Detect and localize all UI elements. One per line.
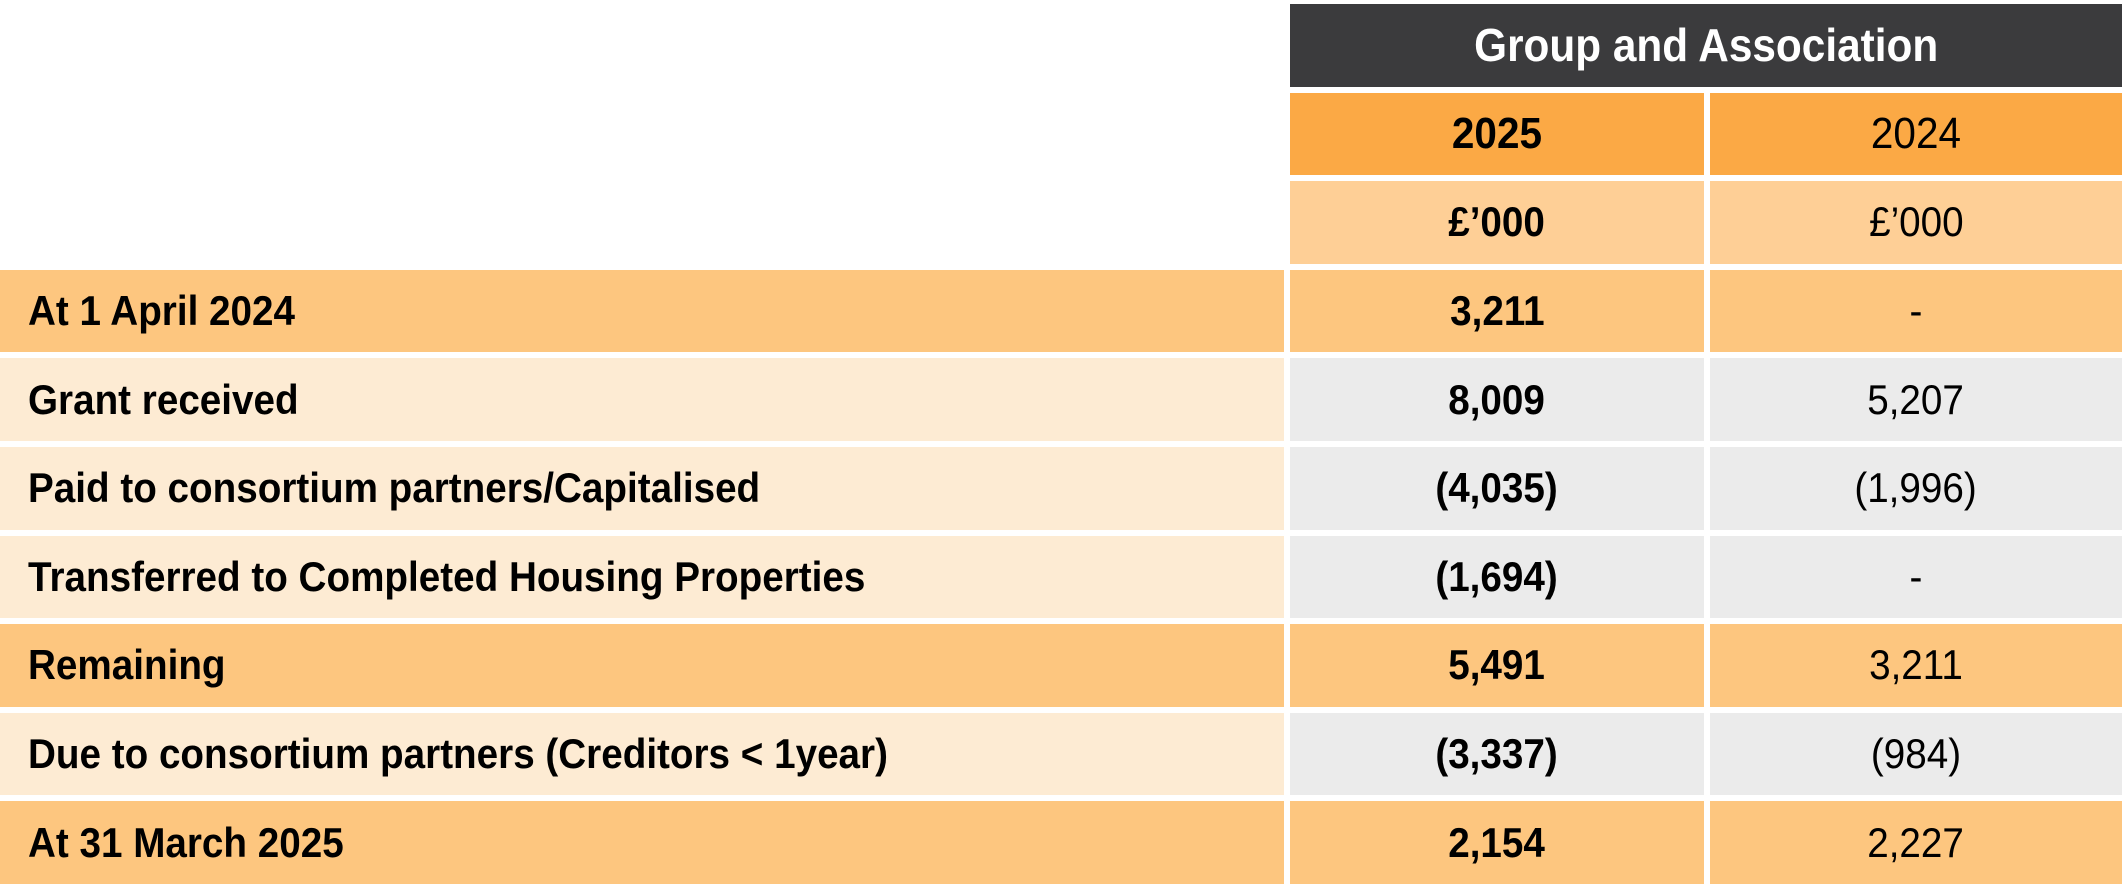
value-2025-paid-to-consortium-partners: (4,035) (1290, 446, 1704, 530)
value-2024-remaining: 3,211 (1710, 624, 2122, 707)
table-title: Group and Association (1474, 19, 1938, 72)
value-2024-at-1-april-2024: - (1710, 269, 2122, 353)
value-text: (4,035) (1435, 464, 1559, 512)
row-label-transferred-to-completed-housing: Transferred to Completed Housing Propert… (0, 535, 1284, 619)
row-label-at-1-april-2024: At 1 April 2024 (0, 269, 1284, 353)
value-text: 2,154 (1448, 818, 1546, 866)
unit-2024-label: £’000 (1868, 198, 1964, 246)
value-text: (3,337) (1435, 730, 1559, 778)
row-label-paid-to-consortium-partners: Paid to consortium partners/Capitalised (0, 446, 1284, 530)
value-text: 5,207 (1867, 375, 1965, 423)
table-title-cell: Group and Association (1290, 4, 2122, 87)
value-text: - (1909, 552, 1923, 600)
unit-header-2024: £’000 (1710, 181, 2122, 264)
value-text: 3,211 (1449, 287, 1545, 335)
value-2024-due-to-consortium-partners: (984) (1710, 712, 2122, 796)
year-2025-label: 2025 (1451, 108, 1543, 158)
row-label-at-31-march-2025: At 31 March 2025 (0, 801, 1284, 884)
column-header-2025: 2025 (1290, 92, 1704, 176)
value-text: (1,996) (1854, 464, 1978, 512)
value-text: 3,211 (1869, 641, 1963, 689)
row-label-remaining: Remaining (0, 624, 1284, 707)
year-2024-label: 2024 (1870, 108, 1962, 158)
value-2025-at-31-march-2025: 2,154 (1290, 801, 1704, 884)
unit-2025-label: £’000 (1448, 198, 1546, 246)
row-label-text: At 1 April 2024 (28, 287, 296, 335)
unit-row-spacer (0, 181, 1284, 264)
value-2025-grant-received: 8,009 (1290, 358, 1704, 441)
row-label-grant-received: Grant received (0, 358, 1284, 441)
value-text: (984) (1870, 730, 1962, 778)
header-spacer (0, 4, 1284, 87)
value-text: 2,227 (1867, 818, 1965, 866)
row-label-text: At 31 March 2025 (28, 818, 344, 866)
value-2024-at-31-march-2025: 2,227 (1710, 801, 2122, 884)
row-label-text: Remaining (28, 641, 226, 689)
row-label-text: Due to consortium partners (Creditors < … (28, 730, 888, 778)
value-text: 8,009 (1448, 375, 1546, 423)
value-2025-at-1-april-2024: 3,211 (1290, 269, 1704, 353)
value-text: - (1909, 287, 1923, 335)
row-label-text: Paid to consortium partners/Capitalised (28, 464, 761, 512)
row-label-due-to-consortium-partners: Due to consortium partners (Creditors < … (0, 712, 1284, 796)
year-row-spacer (0, 92, 1284, 176)
value-2024-transferred-to-completed-housing: - (1710, 535, 2122, 619)
value-2024-grant-received: 5,207 (1710, 358, 2122, 441)
unit-header-2025: £’000 (1290, 181, 1704, 264)
value-2024-paid-to-consortium-partners: (1,996) (1710, 446, 2122, 530)
row-label-text: Grant received (28, 375, 299, 423)
row-label-text: Transferred to Completed Housing Propert… (28, 552, 866, 600)
value-text: 5,491 (1448, 641, 1546, 689)
value-2025-due-to-consortium-partners: (3,337) (1290, 712, 1704, 796)
value-2025-transferred-to-completed-housing: (1,694) (1290, 535, 1704, 619)
column-header-2024: 2024 (1710, 92, 2122, 176)
value-text: (1,694) (1435, 552, 1559, 600)
value-2025-remaining: 5,491 (1290, 624, 1704, 707)
